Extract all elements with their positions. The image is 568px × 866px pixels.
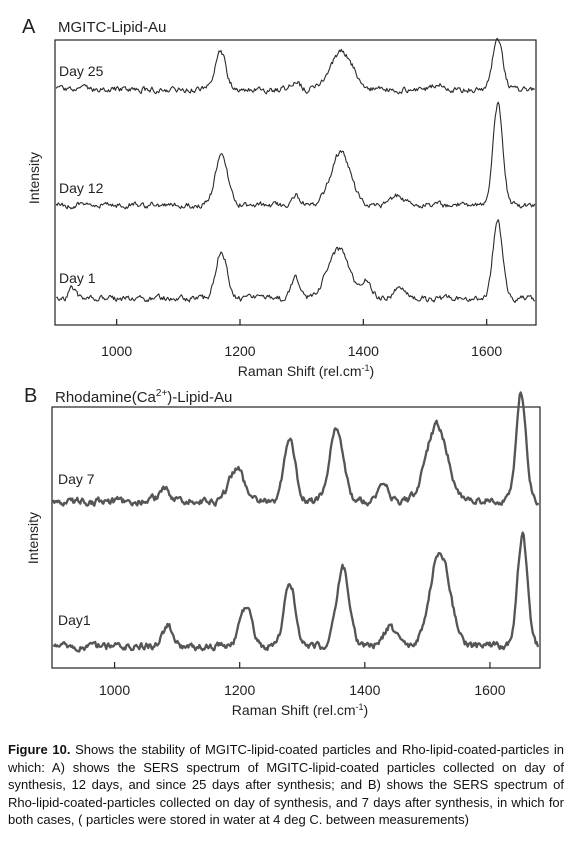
spectrum-trace-day-12 bbox=[55, 101, 536, 210]
panel-a-plot-frame bbox=[54, 39, 537, 326]
panel-b-x-axis-label: Raman Shift (rel.cm-1) bbox=[232, 702, 368, 718]
panel-a-x-axis-label: Raman Shift (rel.cm-1) bbox=[238, 363, 374, 379]
trace-label-day-25: Day 25 bbox=[59, 63, 104, 79]
panel-b-plot-frame bbox=[51, 406, 541, 669]
panel-a-x-tick-label-1000: 1000 bbox=[101, 343, 132, 359]
spectrum-trace-day-1 bbox=[56, 219, 536, 304]
trace-label-day-1: Day 1 bbox=[59, 270, 96, 286]
panel-a-y-axis-label: Intensity bbox=[26, 152, 42, 204]
panel-a-x-tick-label-1400: 1400 bbox=[348, 343, 379, 359]
figure-caption: Figure 10. Shows the stability of MGITC-… bbox=[8, 741, 564, 829]
panel-b-x-tick-label-1400: 1400 bbox=[349, 682, 380, 698]
panel-b-letter: B bbox=[24, 385, 37, 407]
panel-b-x-tick-label-1200: 1200 bbox=[224, 682, 255, 698]
spectrum-trace-day1 bbox=[52, 531, 540, 653]
trace-label-day1: Day1 bbox=[58, 612, 91, 628]
trace-label-day-12: Day 12 bbox=[59, 180, 104, 196]
panel-a-traces bbox=[55, 37, 536, 304]
panel-b-x-ticks: 1000 1200 1400 1600 bbox=[99, 662, 506, 698]
panel-a-x-tick-label-1600: 1600 bbox=[471, 343, 502, 359]
panel-b-y-axis-label: Intensity bbox=[25, 512, 41, 564]
spectrum-trace-day-7 bbox=[52, 391, 540, 507]
panel-a-letter: A bbox=[22, 16, 36, 38]
panel-a-x-ticks: 1000 1200 1400 1600 bbox=[101, 319, 502, 359]
panel-b-traces bbox=[52, 391, 540, 653]
panel-a-title: MGITC-Lipid-Au bbox=[58, 19, 166, 36]
panel-a: A MGITC-Lipid-Au 1000 1200 1400 1600 Day 25… bbox=[22, 16, 537, 379]
panel-b-x-tick-label-1000: 1000 bbox=[99, 682, 130, 698]
panel-a-x-tick-label-1200: 1200 bbox=[224, 343, 255, 359]
panel-b-x-tick-label-1600: 1600 bbox=[474, 682, 505, 698]
caption-label: Figure 10. bbox=[8, 742, 71, 757]
trace-label-day-7: Day 7 bbox=[58, 471, 95, 487]
panel-b-title: Rhodamine(Ca2+)-Lipid-Au bbox=[55, 388, 232, 406]
caption-text: Shows the stability of MGITC-lipid-coate… bbox=[8, 742, 564, 827]
spectrum-trace-day-25 bbox=[55, 37, 535, 95]
figure: A MGITC-Lipid-Au 1000 1200 1400 1600 Day 25… bbox=[22, 16, 541, 718]
panel-b: B Rhodamine(Ca2+)-Lipid-Au 1000 1200 1400 1… bbox=[24, 385, 541, 718]
